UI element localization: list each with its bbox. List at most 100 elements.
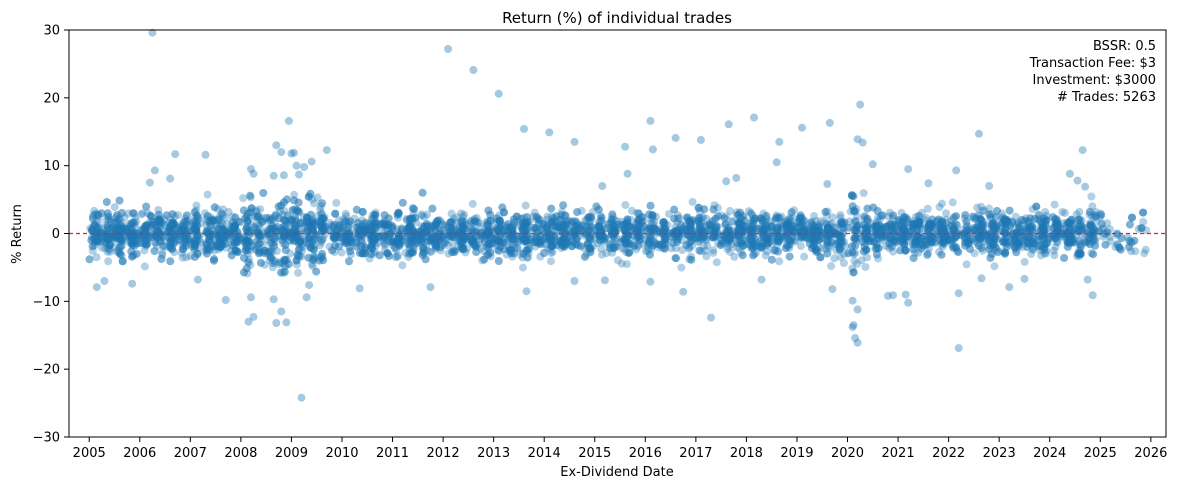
- trade-point: [800, 252, 809, 261]
- trade-point: [310, 234, 319, 243]
- trade-point: [313, 193, 322, 202]
- trade-point: [361, 228, 370, 237]
- trade-point: [1090, 213, 1098, 222]
- trade-point: [256, 258, 265, 267]
- trade-point: [1091, 241, 1099, 250]
- trade-point: [633, 225, 642, 234]
- trade-point: [885, 244, 894, 253]
- trade-point: [557, 244, 566, 252]
- trade-point: [166, 241, 175, 250]
- trade-point: [885, 208, 894, 217]
- trade-point: [632, 245, 641, 254]
- trade-point: [712, 258, 721, 267]
- trade-point: [1056, 224, 1065, 233]
- trade-point: [228, 212, 237, 221]
- trade-point: [556, 221, 565, 230]
- trade-point: [985, 230, 994, 239]
- trade-point: [991, 230, 1000, 239]
- trade-point: [431, 220, 440, 229]
- trade-point: [452, 213, 461, 222]
- trade-point: [88, 214, 97, 223]
- trade-point: [621, 201, 630, 209]
- trade-point: [471, 217, 480, 226]
- trade-point: [446, 223, 454, 232]
- trade-point: [807, 225, 816, 234]
- trade-point: [339, 220, 348, 229]
- trade-point: [142, 202, 151, 211]
- trade-point: [1028, 246, 1037, 255]
- trade-point: [661, 234, 669, 243]
- trade-point: [667, 244, 676, 253]
- trade-point: [1068, 238, 1077, 247]
- trade-point: [937, 240, 946, 249]
- trade-point: [785, 218, 794, 227]
- trade-point: [321, 230, 329, 239]
- trade-point: [749, 216, 758, 225]
- trade-point: [380, 211, 389, 220]
- trade-point: [118, 236, 127, 245]
- trade-point: [993, 234, 1001, 243]
- trade-point: [522, 247, 531, 256]
- trade-point: [114, 223, 123, 232]
- trade-point: [695, 246, 704, 255]
- trade-point: [370, 224, 379, 233]
- trade-point: [118, 232, 127, 241]
- trade-point: [846, 217, 854, 226]
- trade-point: [432, 220, 441, 229]
- trade-point: [342, 212, 351, 221]
- trade-point: [1065, 228, 1074, 237]
- trade-point: [344, 218, 353, 227]
- trade-point: [388, 224, 397, 232]
- trade-point: [636, 232, 645, 241]
- trade-point: [210, 246, 218, 255]
- trade-point: [825, 243, 834, 252]
- trade-point: [825, 220, 834, 229]
- trade-point: [548, 241, 557, 250]
- trade-point: [773, 247, 782, 256]
- trade-point: [993, 207, 1001, 215]
- trade-point: [1049, 230, 1058, 239]
- trade-point: [1087, 211, 1096, 220]
- trade-point: [179, 241, 188, 250]
- trade-point: [609, 244, 618, 253]
- trade-point: [938, 217, 947, 226]
- trade-point: [1005, 206, 1014, 215]
- trade-point: [170, 239, 179, 248]
- trade-point: [782, 224, 791, 233]
- trade-point: [170, 248, 179, 257]
- trade-point: [567, 232, 576, 241]
- trade-point: [687, 255, 696, 264]
- trade-point: [486, 239, 495, 248]
- trade-point: [126, 232, 135, 241]
- trade-point: [305, 234, 314, 243]
- trade-point: [711, 232, 719, 241]
- trade-point: [86, 224, 95, 233]
- trade-point: [1086, 218, 1095, 227]
- trade-point: [408, 224, 417, 233]
- trade-point: [679, 226, 688, 235]
- trade-point: [986, 241, 995, 250]
- trade-point: [1087, 222, 1096, 231]
- trade-point: [333, 233, 342, 242]
- trade-point: [1125, 220, 1134, 229]
- trade-point: [398, 198, 407, 207]
- trade-point: [801, 233, 810, 242]
- trade-point: [522, 246, 531, 255]
- trade-point: [171, 224, 180, 233]
- trade-point: [123, 237, 132, 246]
- trade-point: [362, 225, 371, 234]
- trade-point: [110, 203, 119, 212]
- trade-point: [747, 243, 755, 252]
- trade-point: [1087, 192, 1096, 201]
- trade-point: [942, 209, 951, 218]
- trade-point: [131, 213, 140, 222]
- trade-point: [726, 207, 735, 215]
- trade-point: [837, 238, 846, 247]
- trade-point: [723, 245, 732, 254]
- trade-point: [1003, 239, 1012, 248]
- trade-point: [288, 206, 297, 215]
- trade-point: [206, 237, 214, 246]
- trade-point: [850, 207, 859, 216]
- trade-point: [785, 252, 794, 261]
- trade-point: [1106, 237, 1115, 246]
